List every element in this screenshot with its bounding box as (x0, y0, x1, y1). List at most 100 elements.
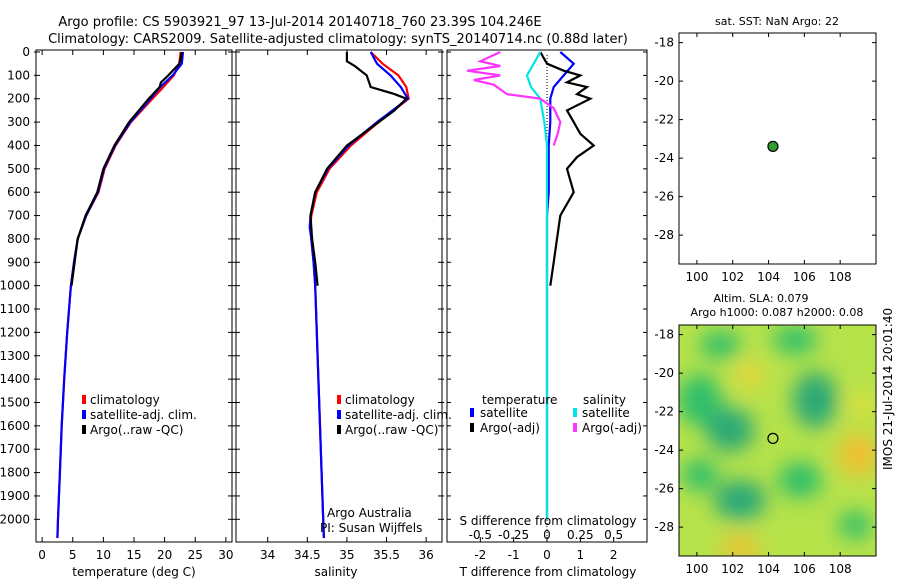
legend-swatch-t-argo (470, 423, 474, 432)
y-tick-label: 100 (7, 68, 30, 82)
sla-patch (679, 374, 722, 426)
y-tick-label: 1500 (0, 395, 30, 409)
x-tick-label-secondary: -0.25 (498, 528, 529, 542)
y-tick-label: 300 (7, 115, 30, 129)
argo-position-marker (767, 432, 779, 444)
x-tick-label: 34.5 (294, 548, 321, 562)
x-tick-label: 104 (757, 562, 780, 576)
title-line-1: Argo profile: CS 5903921_97 13-Jul-2014 … (58, 15, 541, 30)
x-tick-label-secondary: -0.5 (469, 528, 492, 542)
sla-patch (773, 326, 817, 354)
difference-series-1 (539, 51, 596, 286)
x-tick-label-secondary: 0.5 (604, 528, 623, 542)
legend-label-satellite: satellite-adj. clim. (345, 408, 452, 422)
x-tick-label: 10 (96, 548, 111, 562)
salinity-axes-frame (235, 49, 443, 543)
x-tick-label-secondary: 0 (543, 528, 551, 542)
x-tick-label: 0 (38, 548, 46, 562)
sst-map-panel: sat. SST: NaN Argo: 22 100 102 104 106 108 -… (654, 15, 877, 284)
legend-swatch-t-satellite (470, 408, 474, 417)
series-line-climatology (56, 51, 182, 539)
x-tick-label: 102 (721, 562, 744, 576)
temperature-xlabel: temperature (deg C) (72, 565, 195, 579)
y-tick-label: 500 (7, 162, 30, 176)
y-tick-label: 1600 (0, 419, 30, 433)
temperature-axes-frame (35, 49, 233, 543)
sla-title-line-2: Argo h1000: 0.087 h2000: 0.08 (691, 306, 864, 319)
sla-patch (682, 459, 718, 491)
y-tick-label: -20 (654, 366, 674, 380)
sla-heatmap (679, 326, 876, 556)
t-difference-xlabel: T difference from climatology (459, 565, 637, 579)
x-tick-label: 35 (339, 548, 354, 562)
x-tick-label: 100 (685, 562, 708, 576)
annotation-pi: PI: Susan Wijffels (320, 521, 422, 535)
x-tick-label: 25 (188, 548, 203, 562)
legend-swatch-satellite (82, 410, 86, 419)
x-tick-label: 2 (610, 548, 618, 562)
x-tick-label: 102 (721, 270, 744, 284)
legend-label-t-argo: Argo(-adj) (480, 421, 540, 435)
sla-patch (706, 408, 754, 452)
y-tick-label: -26 (654, 482, 674, 496)
sla-patch (700, 331, 740, 359)
x-tick-label: 5 (69, 548, 77, 562)
y-tick-label: 1900 (0, 489, 30, 503)
x-tick-label: 35.5 (373, 548, 400, 562)
y-tick-label: 1100 (0, 302, 30, 316)
x-tick-label: 106 (793, 270, 816, 284)
sst-map-title: sat. SST: NaN Argo: 22 (715, 15, 839, 28)
difference-series-3 (466, 51, 562, 146)
y-tick-label: 400 (7, 138, 30, 152)
legend-label-s-argo: Argo(-adj) (582, 421, 642, 435)
legend-label-argo: Argo(..raw -QC) (345, 423, 438, 437)
y-tick-label: -28 (654, 520, 674, 534)
sla-patch (778, 462, 822, 498)
y-tick-label: 1700 (0, 442, 30, 456)
series-line-satellite-adj-clim- (56, 51, 185, 539)
legend-title-temperature: temperature (482, 393, 557, 407)
salinity-xlabel: salinity (314, 565, 357, 579)
x-tick-label: 108 (829, 270, 852, 284)
x-tick-label: 1 (577, 548, 585, 562)
sla-patch (736, 363, 764, 387)
y-tick-label: 1800 (0, 466, 30, 480)
difference-panel: -2 -1 0 1 2 -0.5 -0.25 0 0.25 0.5 S difference f… (446, 49, 648, 579)
y-tick-label: -18 (654, 36, 674, 50)
series-line-climatology (309, 51, 410, 539)
y-tick-label: 900 (7, 255, 30, 269)
series-line-argo-raw-qc- (309, 52, 409, 286)
series-line-argo-raw-qc- (70, 51, 183, 286)
legend-label-t-satellite: satellite (480, 406, 528, 420)
temperature-legend: climatology satellite-adj. clim. Argo(..… (82, 393, 197, 437)
legend-label-argo: Argo(..raw -QC) (90, 423, 183, 437)
y-tick-label: -24 (654, 443, 674, 457)
x-tick-label: 108 (829, 562, 852, 576)
sla-patch (839, 511, 871, 539)
sla-patch (848, 395, 876, 415)
y-tick-label: 1400 (0, 372, 30, 386)
imos-timestamp: IMOS 21-Jul-2014 20:01:40 (881, 308, 895, 470)
difference-series-2 (525, 51, 549, 520)
x-tick-label: 104 (757, 270, 780, 284)
salinity-panel: 34 34.5 35 35.5 36 salinity climatology sate… (234, 49, 452, 579)
legend-swatch-argo (82, 425, 86, 434)
legend-swatch-s-argo (573, 423, 577, 432)
x-tick-label: 100 (685, 270, 708, 284)
y-tick-label: 1300 (0, 349, 30, 363)
x-tick-label: -1 (508, 548, 520, 562)
y-tick-label: -20 (654, 74, 674, 88)
sla-title-line-1: Altim. SLA: 0.079 (713, 292, 808, 305)
s-difference-xlabel: S difference from climatology (460, 514, 637, 528)
x-tick-label-secondary: 0.25 (567, 528, 594, 542)
sla-patch (838, 433, 876, 477)
y-tick-label: -22 (654, 405, 674, 419)
y-tick-label: -18 (654, 328, 674, 342)
sla-map-frame (678, 324, 877, 557)
y-tick-label: -28 (654, 228, 674, 242)
x-tick-label: 15 (126, 548, 141, 562)
y-tick-label: 800 (7, 232, 30, 246)
x-tick-label: 36 (419, 548, 434, 562)
y-tick-label: 600 (7, 185, 30, 199)
